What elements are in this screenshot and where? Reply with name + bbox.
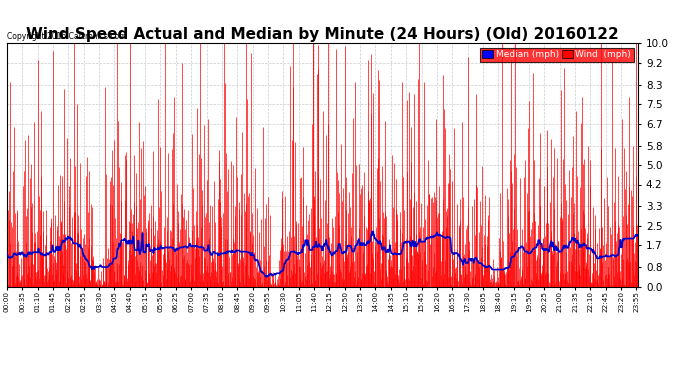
Title: Wind Speed Actual and Median by Minute (24 Hours) (Old) 20160122: Wind Speed Actual and Median by Minute (…: [26, 27, 619, 42]
Text: Copyright 2016 Cartronics.com: Copyright 2016 Cartronics.com: [7, 32, 126, 41]
Legend: Median (mph), Wind  (mph): Median (mph), Wind (mph): [480, 48, 633, 62]
